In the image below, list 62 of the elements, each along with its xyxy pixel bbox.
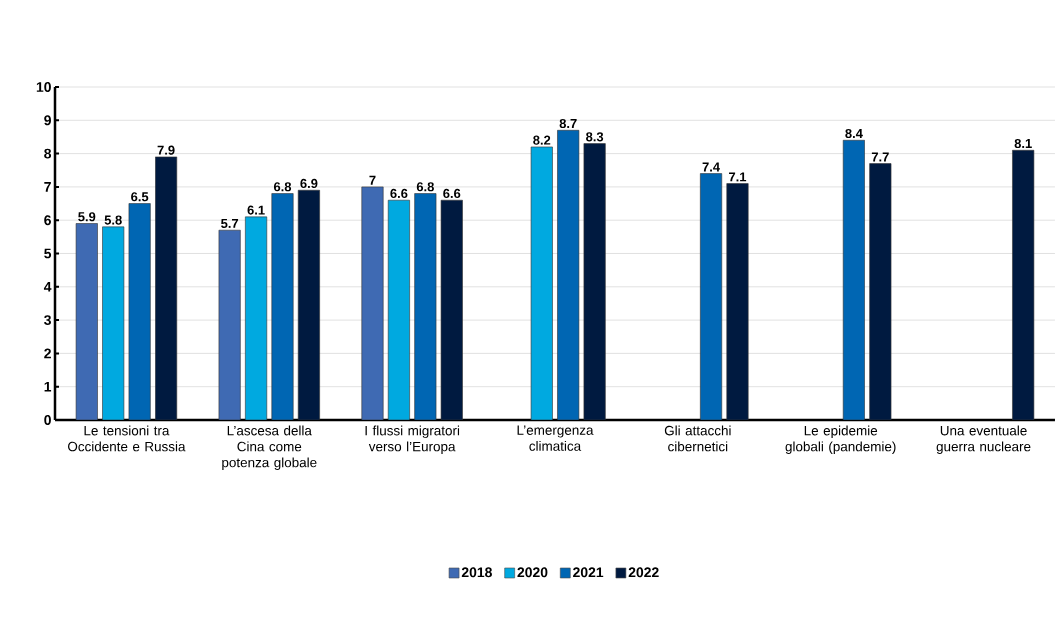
y-tick-label: 0 bbox=[44, 415, 51, 425]
y-tick-label: 7 bbox=[44, 182, 51, 192]
bar bbox=[557, 129, 580, 420]
data-label: 6.6 bbox=[390, 188, 408, 199]
data-label: 6.6 bbox=[443, 188, 461, 199]
legend-label: 2018 bbox=[461, 567, 492, 578]
x-tick-label: Le epidemie globali (pandemie) bbox=[785, 425, 896, 454]
data-label: 6.5 bbox=[131, 192, 149, 202]
x-tick-label: Una eventuale guerra nucleare bbox=[936, 425, 1031, 454]
bar bbox=[361, 186, 384, 420]
y-tick-label: 2 bbox=[44, 348, 51, 359]
data-label: 8.1 bbox=[1014, 138, 1032, 149]
y-tick-label: 3 bbox=[44, 315, 51, 326]
data-label: 6.8 bbox=[273, 182, 292, 192]
y-tick-label: 4 bbox=[43, 282, 52, 292]
bar bbox=[530, 146, 553, 420]
x-tick-label: I flussi migratori verso l’Europa bbox=[365, 425, 460, 454]
bar bbox=[155, 156, 178, 420]
bar bbox=[869, 163, 892, 420]
bar bbox=[414, 193, 437, 420]
y-tick-label: 9 bbox=[44, 115, 51, 126]
bar bbox=[271, 193, 294, 420]
bar bbox=[726, 183, 749, 420]
data-label: 5.7 bbox=[221, 218, 239, 228]
x-tick-label: L’ascesa della Cina come potenza globale bbox=[222, 425, 317, 470]
x-tick-label: L’emergenza climatica bbox=[517, 425, 594, 451]
data-label: 5.8 bbox=[104, 215, 122, 225]
bar bbox=[297, 189, 320, 420]
data-label: 8.7 bbox=[559, 118, 577, 129]
data-label: 6.9 bbox=[300, 178, 318, 189]
data-label: 5.9 bbox=[78, 212, 96, 222]
bar bbox=[387, 199, 410, 420]
data-label: 8.3 bbox=[586, 132, 604, 142]
y-tick-label: 8 bbox=[44, 148, 52, 159]
bar bbox=[700, 173, 723, 420]
legend-label: 2021 bbox=[573, 567, 604, 578]
data-label: 7.9 bbox=[157, 145, 175, 155]
legend-label: 2020 bbox=[517, 567, 548, 578]
bar bbox=[1012, 149, 1035, 420]
y-tick-label: 5 bbox=[44, 248, 52, 259]
y-tick-label: 1 bbox=[44, 381, 52, 392]
bar bbox=[75, 223, 98, 420]
y-tick-label: 10 bbox=[36, 82, 51, 92]
legend-label: 2022 bbox=[628, 567, 659, 578]
bar bbox=[102, 226, 125, 420]
bar bbox=[245, 216, 268, 420]
data-label: 8.4 bbox=[845, 128, 863, 139]
bar bbox=[583, 143, 606, 420]
bar bbox=[128, 203, 151, 420]
y-tick-label: 6 bbox=[44, 215, 51, 226]
bar bbox=[842, 139, 865, 420]
data-label: 7 bbox=[369, 175, 376, 185]
bar bbox=[440, 199, 463, 420]
bar bbox=[218, 229, 241, 420]
data-label: 7.4 bbox=[702, 162, 720, 172]
x-tick-label: Gli attacchi cibernetici bbox=[664, 425, 731, 452]
data-label: 7.7 bbox=[871, 152, 889, 162]
data-label: 8.2 bbox=[533, 135, 551, 145]
data-label: 6.1 bbox=[247, 205, 265, 215]
x-tick-label: Le tensioni tra Occidente e Russia bbox=[68, 425, 186, 452]
data-label: 6.8 bbox=[416, 182, 434, 192]
data-label: 7.1 bbox=[729, 172, 747, 182]
